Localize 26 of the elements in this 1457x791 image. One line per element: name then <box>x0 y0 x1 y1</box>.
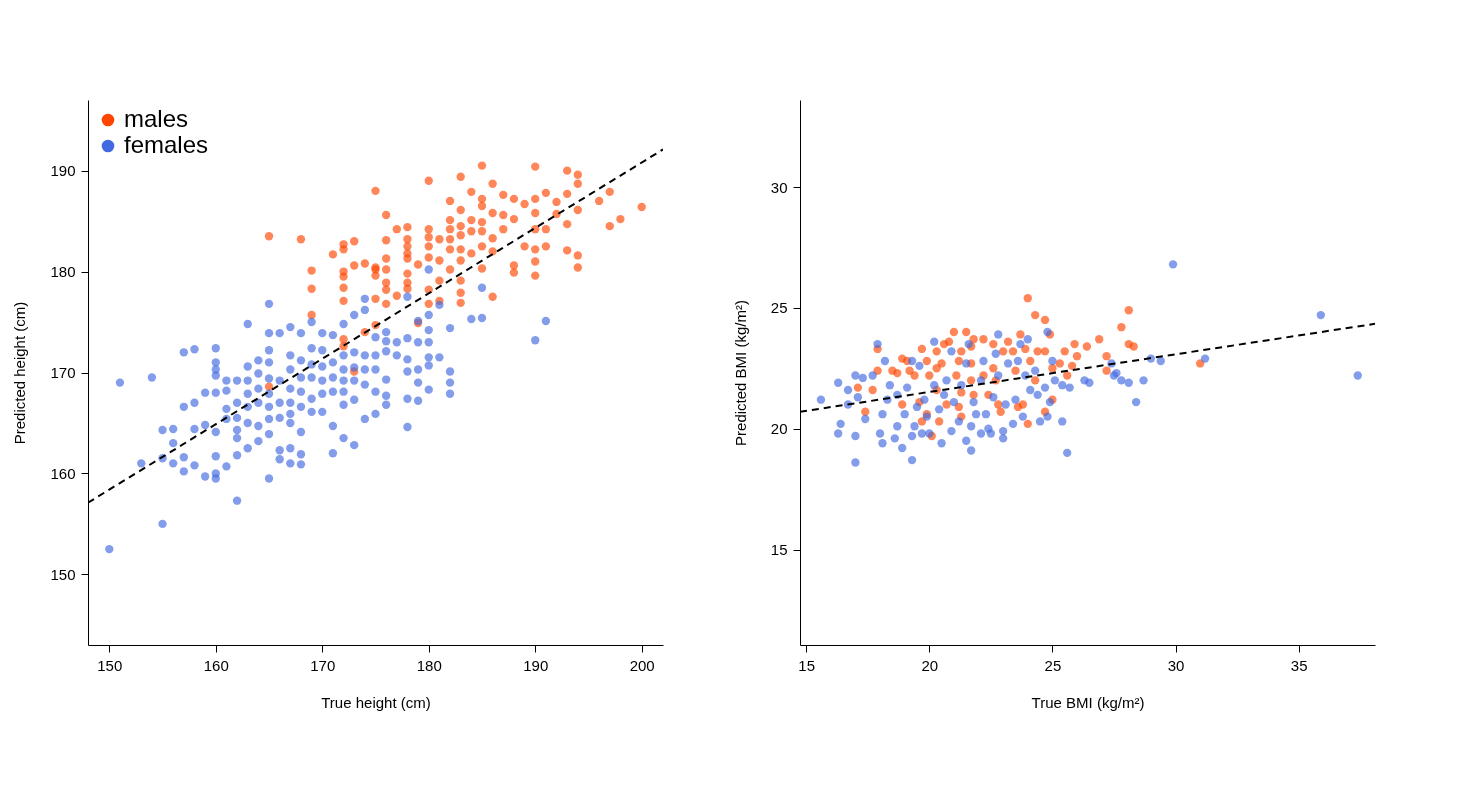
x-tick-label: 170 <box>310 656 336 674</box>
x-axis-title: True BMI (kg/m²) <box>1031 693 1145 711</box>
x-tick-label: 30 <box>1167 656 1185 674</box>
x-axis-title: True height (cm) <box>321 693 431 711</box>
y-tick-label: 190 <box>50 162 76 180</box>
x-tick-label: 35 <box>1290 656 1308 674</box>
y-axis-title: Predicted height (cm) <box>11 301 29 445</box>
x-tick-label: 160 <box>203 656 229 674</box>
y-tick-label: 15 <box>770 541 788 559</box>
y-tick-label: 150 <box>50 565 76 583</box>
y-tick-label: 30 <box>770 178 788 196</box>
x-tick-label: 15 <box>798 656 815 674</box>
y-tick-label: 160 <box>50 464 76 482</box>
y-axis-title: Predicted BMI (kg/m²) <box>731 300 749 446</box>
y-tick-label: 25 <box>770 299 788 317</box>
legend-label: males <box>124 105 189 132</box>
y-tick-label: 180 <box>50 263 76 281</box>
y-tick-label: 170 <box>50 364 76 381</box>
x-tick-label: 190 <box>523 656 549 674</box>
x-tick-label: 200 <box>629 656 655 674</box>
x-tick-label: 20 <box>921 656 939 674</box>
x-tick-label: 180 <box>416 656 442 674</box>
x-tick-label: 150 <box>97 656 123 674</box>
x-tick-label: 25 <box>1044 656 1062 674</box>
y-tick-label: 20 <box>770 420 788 438</box>
legend-label: females <box>124 131 209 158</box>
